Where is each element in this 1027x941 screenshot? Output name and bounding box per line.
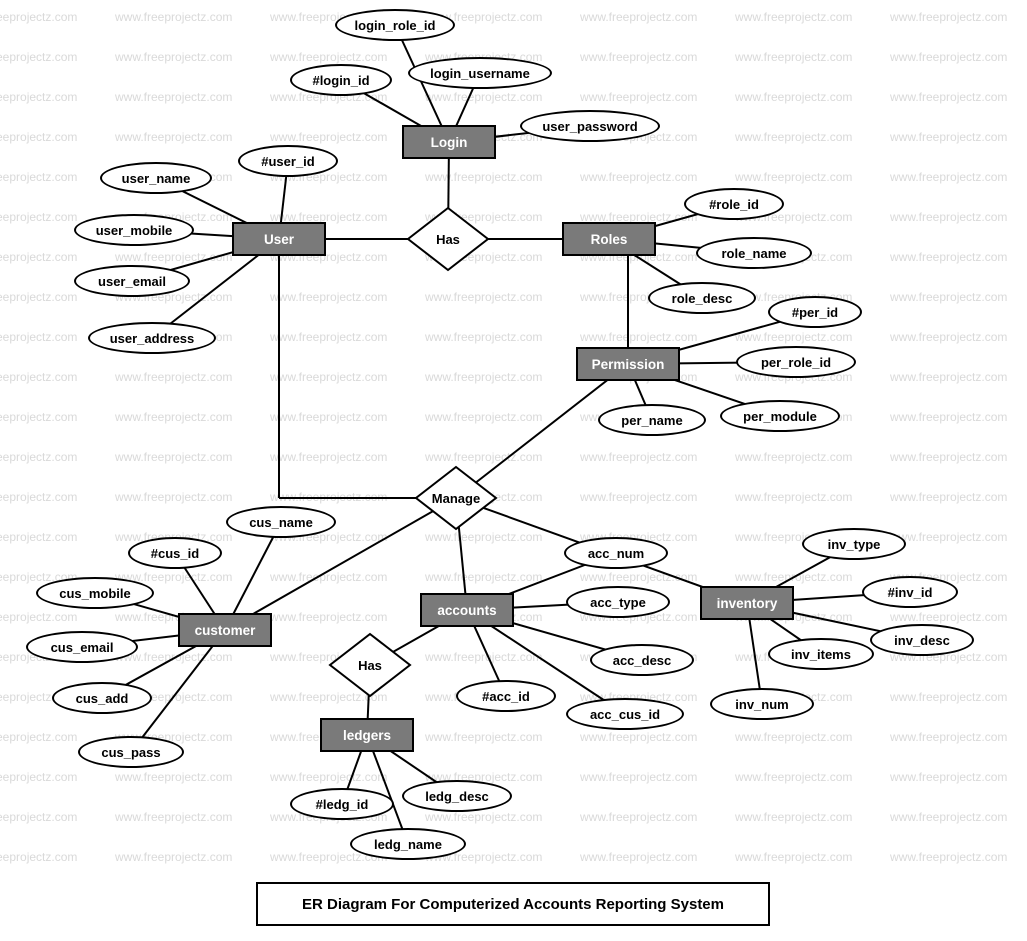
- attr-cus_email: cus_email: [26, 631, 138, 663]
- attr-acc_num: acc_num: [564, 537, 668, 569]
- attr-label: user_password: [542, 119, 637, 134]
- attr-label: cus_name: [249, 515, 313, 530]
- entity-accounts: accounts: [420, 593, 514, 627]
- entity-label: Login: [431, 135, 468, 150]
- relationship-has_bottom: Has: [328, 632, 412, 698]
- attr-label: user_address: [110, 331, 195, 346]
- entity-label: Permission: [592, 357, 665, 372]
- attr-inv_id: #inv_id: [862, 576, 958, 608]
- attr-per_module: per_module: [720, 400, 840, 432]
- attr-acc_id: #acc_id: [456, 680, 556, 712]
- attr-label: #acc_id: [482, 689, 530, 704]
- attr-label: ledg_desc: [425, 789, 489, 804]
- attr-label: login_role_id: [355, 18, 436, 33]
- entity-label: User: [264, 232, 294, 247]
- attr-label: per_module: [743, 409, 817, 424]
- attr-label: inv_num: [735, 697, 788, 712]
- attr-user_address: user_address: [88, 322, 216, 354]
- attr-label: cus_mobile: [59, 586, 131, 601]
- attr-cus_pass: cus_pass: [78, 736, 184, 768]
- attr-label: inv_items: [791, 647, 851, 662]
- attr-label: #login_id: [312, 73, 369, 88]
- entity-ledgers: ledgers: [320, 718, 414, 752]
- attr-label: user_email: [98, 274, 166, 289]
- attr-label: cus_pass: [101, 745, 160, 760]
- attr-per_id: #per_id: [768, 296, 862, 328]
- attr-label: #ledg_id: [316, 797, 369, 812]
- attr-inv_items: inv_items: [768, 638, 874, 670]
- attr-cus_add: cus_add: [52, 682, 152, 714]
- attr-inv_num: inv_num: [710, 688, 814, 720]
- attr-label: cus_add: [76, 691, 129, 706]
- attr-per_name: per_name: [598, 404, 706, 436]
- entity-label: inventory: [717, 596, 778, 611]
- attr-login_id: #login_id: [290, 64, 392, 96]
- attr-cus_name: cus_name: [226, 506, 336, 538]
- attr-label: inv_type: [828, 537, 881, 552]
- entity-label: customer: [195, 623, 256, 638]
- relationship-has_top: Has: [406, 206, 490, 272]
- entity-user: User: [232, 222, 326, 256]
- attr-role_name: role_name: [696, 237, 812, 269]
- entity-login: Login: [402, 125, 496, 159]
- entity-inventory: inventory: [700, 586, 794, 620]
- attr-user_password: user_password: [520, 110, 660, 142]
- attr-label: #per_id: [792, 305, 838, 320]
- attr-label: role_desc: [672, 291, 733, 306]
- entity-label: accounts: [437, 603, 496, 618]
- attr-inv_type: inv_type: [802, 528, 906, 560]
- attr-cus_id: #cus_id: [128, 537, 222, 569]
- attr-label: acc_desc: [613, 653, 672, 668]
- attr-label: acc_cus_id: [590, 707, 660, 722]
- attr-label: #inv_id: [888, 585, 933, 600]
- attr-label: inv_desc: [894, 633, 950, 648]
- attr-per_role_id: per_role_id: [736, 346, 856, 378]
- attr-label: #user_id: [261, 154, 314, 169]
- attr-login_role_id: login_role_id: [335, 9, 455, 41]
- attr-ledg_id: #ledg_id: [290, 788, 394, 820]
- entity-label: ledgers: [343, 728, 391, 743]
- caption-text: ER Diagram For Computerized Accounts Rep…: [302, 896, 724, 913]
- attr-label: ledg_name: [374, 837, 442, 852]
- attr-label: acc_type: [590, 595, 646, 610]
- attr-login_username: login_username: [408, 57, 552, 89]
- attr-user_email: user_email: [74, 265, 190, 297]
- entity-label: Roles: [591, 232, 628, 247]
- diagram-caption: ER Diagram For Computerized Accounts Rep…: [256, 882, 770, 926]
- attr-user_id: #user_id: [238, 145, 338, 177]
- attr-cus_mobile: cus_mobile: [36, 577, 154, 609]
- attr-label: #role_id: [709, 197, 759, 212]
- attr-label: role_name: [721, 246, 786, 261]
- entity-permission: Permission: [576, 347, 680, 381]
- attr-acc_cus_id: acc_cus_id: [566, 698, 684, 730]
- relationship-manage: Manage: [414, 465, 498, 531]
- attr-label: per_name: [621, 413, 682, 428]
- attr-label: cus_email: [51, 640, 114, 655]
- attr-label: per_role_id: [761, 355, 831, 370]
- entity-roles: Roles: [562, 222, 656, 256]
- attr-label: login_username: [430, 66, 530, 81]
- attr-label: user_mobile: [96, 223, 173, 238]
- attr-ledg_name: ledg_name: [350, 828, 466, 860]
- attr-acc_type: acc_type: [566, 586, 670, 618]
- attr-label: acc_num: [588, 546, 644, 561]
- attr-label: user_name: [122, 171, 191, 186]
- relationship-label: Has: [358, 658, 382, 673]
- connection-lines: [0, 0, 1027, 941]
- relationship-label: Manage: [432, 491, 480, 506]
- watermark-layer: www.freeprojectz.comwww.freeprojectz.com…: [0, 0, 1027, 941]
- relationship-label: Has: [436, 232, 460, 247]
- attr-acc_desc: acc_desc: [590, 644, 694, 676]
- attr-role_desc: role_desc: [648, 282, 756, 314]
- attr-label: #cus_id: [151, 546, 199, 561]
- attr-user_mobile: user_mobile: [74, 214, 194, 246]
- entity-customer: customer: [178, 613, 272, 647]
- attr-user_name: user_name: [100, 162, 212, 194]
- attr-ledg_desc: ledg_desc: [402, 780, 512, 812]
- attr-role_id: #role_id: [684, 188, 784, 220]
- attr-inv_desc: inv_desc: [870, 624, 974, 656]
